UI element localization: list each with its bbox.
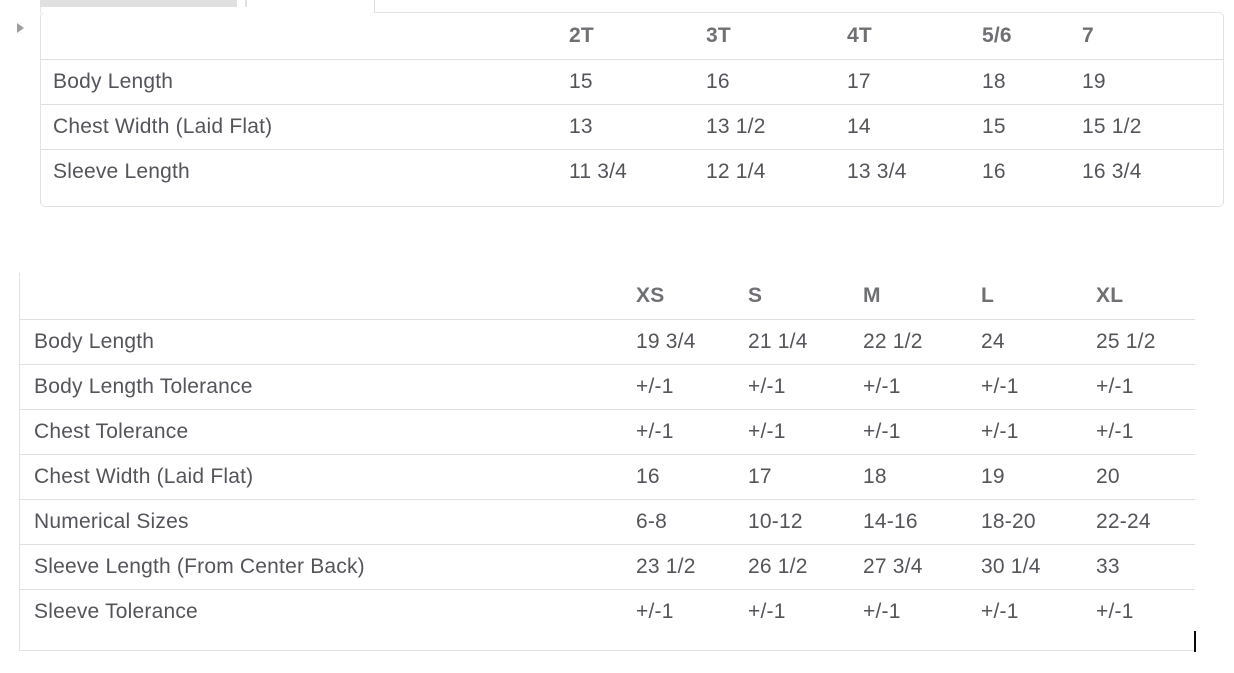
table-row: Sleeve Length 11 3/4 12 1/4 13 3/4 16 16… <box>41 149 1223 194</box>
row-label: Sleeve Length (From Center Back) <box>20 544 636 590</box>
row-label: Body Length Tolerance <box>20 364 636 410</box>
cell: +/-1 <box>863 599 901 623</box>
cell: 19 <box>1082 59 1223 105</box>
cell: 23 1/2 <box>636 544 748 590</box>
column-header: S <box>748 273 863 320</box>
cell: +/-1 <box>981 364 1096 410</box>
youth-size-table: XS S M L XL Body Length 19 3/4 21 1/4 22… <box>19 273 1195 651</box>
column-header: L <box>981 273 1096 320</box>
column-header: 2T <box>569 13 706 60</box>
cell: 12 1/4 <box>706 159 766 183</box>
row-label: Numerical Sizes <box>20 499 636 545</box>
table-row: Body Length 19 3/4 21 1/4 22 1/2 24 25 1… <box>20 319 1195 365</box>
table-row: Chest Width (Laid Flat) 13 13 1/2 14 15 … <box>41 104 1223 150</box>
row-label: Chest Width (Laid Flat) <box>41 104 569 150</box>
cell: +/-1 <box>863 409 981 455</box>
cell: 21 1/4 <box>748 319 863 365</box>
cell: 16 <box>706 59 847 105</box>
cell: 16 <box>636 454 748 500</box>
cell: +/-1 <box>1096 364 1195 410</box>
tab-notch <box>237 0 247 7</box>
cell: +/-1 <box>748 409 863 455</box>
table-header-row: XS S M L XL <box>20 273 1195 320</box>
column-header: 4T <box>847 13 982 60</box>
cell: 30 1/4 <box>981 544 1096 590</box>
cell: 22-24 <box>1096 499 1195 545</box>
youth-table: XS S M L XL Body Length 19 3/4 21 1/4 22… <box>20 273 1195 634</box>
cell: 19 3/4 <box>636 319 748 365</box>
cell: 18-20 <box>981 499 1096 545</box>
row-label: Chest Tolerance <box>20 409 636 455</box>
row-label: Chest Width (Laid Flat) <box>20 454 636 500</box>
row-label: Sleeve Tolerance <box>34 599 198 623</box>
cell: 20 <box>1096 454 1195 500</box>
cell: +/-1 <box>748 364 863 410</box>
expand-arrow-icon[interactable] <box>17 23 24 33</box>
table-row: Sleeve Tolerance +/-1 +/-1 +/-1 +/-1 +/-… <box>20 589 1195 634</box>
table-row: Chest Width (Laid Flat) 16 17 18 19 20 <box>20 454 1195 500</box>
cell: 25 1/2 <box>1096 319 1195 365</box>
cell: +/-1 <box>636 599 674 623</box>
column-header: 5/6 <box>982 13 1082 60</box>
row-label: Body Length <box>20 319 636 365</box>
cell: 6-8 <box>636 499 748 545</box>
table-row: Sleeve Length (From Center Back) 23 1/2 … <box>20 544 1195 590</box>
cell: 15 <box>982 104 1082 150</box>
table-row: Chest Tolerance +/-1 +/-1 +/-1 +/-1 +/-1 <box>20 409 1195 455</box>
cell: 15 1/2 <box>1082 104 1223 150</box>
cell: +/-1 <box>636 364 748 410</box>
row-label: Sleeve Length <box>53 159 190 183</box>
text-cursor <box>1194 631 1196 652</box>
table-row: Body Length Tolerance +/-1 +/-1 +/-1 +/-… <box>20 364 1195 410</box>
cell: 18 <box>863 454 981 500</box>
cell: 16 <box>982 159 1006 183</box>
column-header: 7 <box>1082 13 1223 60</box>
cell: +/-1 <box>981 409 1096 455</box>
cell: +/-1 <box>1096 409 1195 455</box>
cell: 27 3/4 <box>863 544 981 590</box>
cell: +/-1 <box>863 364 981 410</box>
cell: 22 1/2 <box>863 319 981 365</box>
toddler-size-table: 2T 3T 4T 5/6 7 Body Length 15 16 17 18 1… <box>40 12 1224 207</box>
cell: 16 3/4 <box>1082 159 1142 183</box>
cell: 18 <box>982 59 1082 105</box>
cell: 17 <box>748 454 863 500</box>
cell: 15 <box>569 59 706 105</box>
column-header: 3T <box>706 13 847 60</box>
column-header: XL <box>1096 273 1195 320</box>
row-label: Body Length <box>41 59 569 105</box>
table-header-row: 2T 3T 4T 5/6 7 <box>41 13 1223 60</box>
cell: 10-12 <box>748 499 863 545</box>
table-row: Body Length 15 16 17 18 19 <box>41 59 1223 105</box>
cell: +/-1 <box>636 409 748 455</box>
cell: +/-1 <box>748 599 786 623</box>
cell: 24 <box>981 319 1096 365</box>
cell: 13 3/4 <box>847 159 907 183</box>
cell: 14 <box>847 104 982 150</box>
cell: 33 <box>1096 544 1195 590</box>
table-row: Numerical Sizes 6-8 10-12 14-16 18-20 22… <box>20 499 1195 545</box>
column-header: XS <box>636 273 748 320</box>
cell: 26 1/2 <box>748 544 863 590</box>
column-header: M <box>863 273 981 320</box>
cell: 11 3/4 <box>569 159 628 183</box>
cell: 19 <box>981 454 1096 500</box>
cell: +/-1 <box>1096 599 1134 623</box>
cell: 13 <box>569 104 706 150</box>
header-spacer <box>41 13 569 60</box>
cell: 17 <box>847 59 982 105</box>
toddler-table: 2T 3T 4T 5/6 7 Body Length 15 16 17 18 1… <box>41 13 1223 194</box>
cell: 13 1/2 <box>706 104 847 150</box>
cell: +/-1 <box>981 599 1019 623</box>
cell: 14-16 <box>863 499 981 545</box>
header-spacer <box>20 273 636 320</box>
inactive-tab[interactable] <box>40 0 237 7</box>
